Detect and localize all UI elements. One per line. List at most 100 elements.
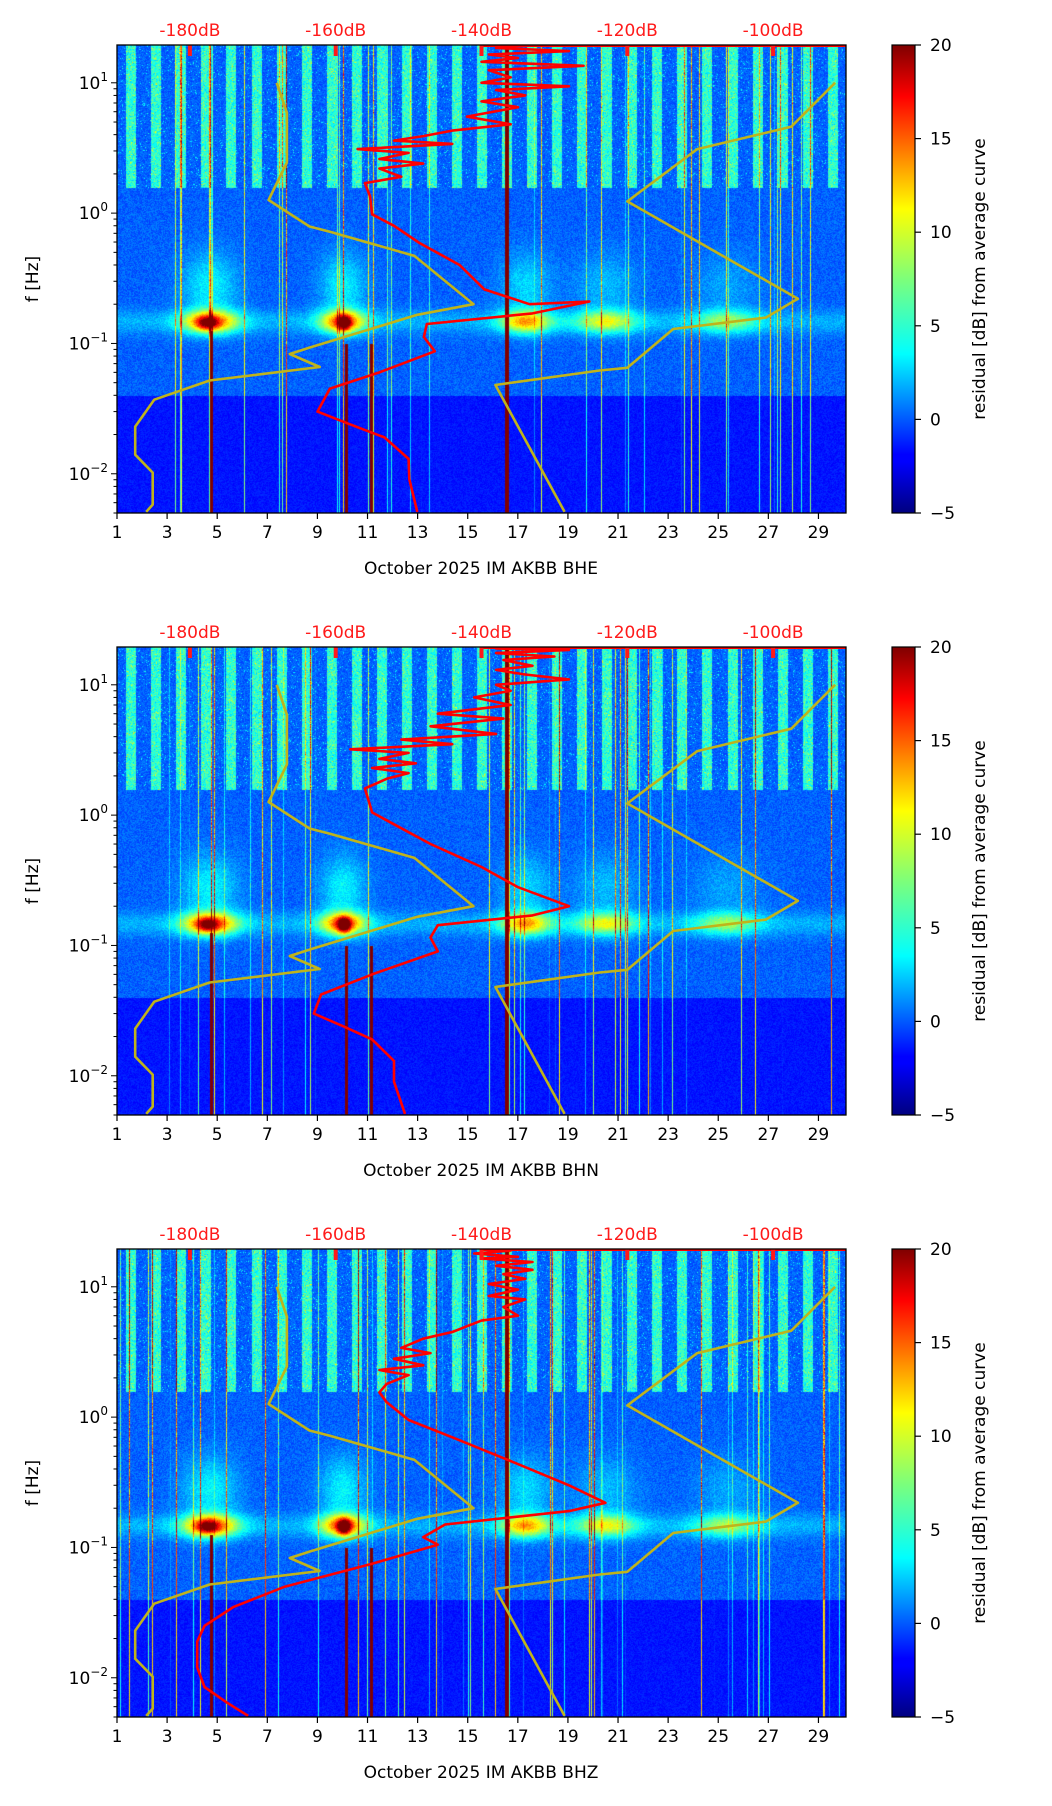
db-tick — [333, 45, 338, 56]
x-axis-title: October 2025 IM AKBB BHN — [363, 1161, 599, 1181]
x-tick-label: 13 — [407, 1125, 429, 1145]
colorbar-tick-label: 5 — [930, 317, 941, 337]
curve-layer — [133, 647, 846, 1115]
x-tick-label: 21 — [607, 523, 629, 543]
colorbar-tick-label: 5 — [930, 1521, 941, 1541]
y-tick-label: 10−1 — [69, 1534, 108, 1558]
mean-psd-curve — [312, 647, 571, 1115]
x-tick-label: 27 — [758, 1125, 780, 1145]
x-tick-label: 15 — [457, 1125, 479, 1145]
colorbar-tick-label: 10 — [930, 825, 952, 845]
colorbar-tick-label: 10 — [930, 1427, 952, 1447]
colorbar-tick-label: 15 — [930, 1334, 952, 1354]
colorbar-tick-label: 15 — [930, 732, 952, 752]
y-axis: 101 100 10−1 10−2 — [69, 70, 117, 514]
colorbar-tick-label: −5 — [930, 1708, 955, 1728]
db-tick-label: -160dB — [305, 1225, 366, 1245]
colorbar-tick-label: 0 — [930, 1614, 941, 1634]
db-tick — [333, 1249, 338, 1260]
db-tick — [771, 45, 776, 56]
colorbar-tick-label: 0 — [930, 410, 941, 430]
db-tick — [479, 1249, 484, 1260]
colorbar-ticks: 20 15 10 5 0 −5 — [915, 1240, 955, 1728]
y-tick-label: 10−2 — [69, 461, 108, 485]
x-tick-label: 7 — [262, 523, 273, 543]
x-tick-label: 1 — [112, 1727, 123, 1747]
chart-overlay: -180dB -160dB -140dB -120dB -100dB 1 3 5 7 9 11 13… — [23, 1225, 990, 1783]
y-tick-label: 100 — [79, 1404, 108, 1428]
x-tick-label: 9 — [312, 1727, 323, 1747]
colorbar — [891, 44, 916, 514]
x-tick-label: 15 — [457, 1727, 479, 1747]
colorbar-tick-label: 20 — [930, 1240, 952, 1260]
y-tick-label: 10−1 — [69, 932, 108, 956]
y-tick-label: 101 — [79, 1274, 108, 1298]
db-tick-label: -100dB — [743, 1225, 804, 1245]
colorbar — [891, 646, 916, 1116]
x-tick-label: 23 — [657, 1727, 679, 1747]
nhnm-curve — [494, 683, 837, 1115]
db-tick-label: -160dB — [305, 21, 366, 41]
y-axis-title: f [Hz] — [23, 858, 43, 904]
x-tick-label: 15 — [457, 523, 479, 543]
x-tick-label: 25 — [707, 1727, 729, 1747]
mean-psd-curve — [195, 1249, 607, 1717]
db-top-axis: -180dB -160dB -140dB -120dB -100dB — [159, 623, 804, 658]
db-tick — [187, 647, 192, 658]
x-tick-label: 17 — [507, 523, 529, 543]
x-tick-label: 25 — [707, 523, 729, 543]
plot-frame — [116, 1248, 847, 1718]
db-tick-label: -120dB — [597, 21, 658, 41]
spectrogram-panel-bhe: -180dB -160dB -140dB -120dB -100dB 1 3 5 7 9 11 13… — [0, 0, 1052, 602]
x-tick-label: 21 — [607, 1125, 629, 1145]
nhnm-curve — [494, 1285, 837, 1717]
x-tick-label: 29 — [808, 523, 830, 543]
db-tick — [333, 647, 338, 658]
y-tick-label: 10−2 — [69, 1665, 108, 1689]
db-tick — [187, 1249, 192, 1260]
curve-layer — [133, 45, 846, 513]
db-tick-label: -140dB — [451, 1225, 512, 1245]
curve-layer — [133, 1249, 846, 1717]
nlnm-curve — [133, 1286, 475, 1717]
colorbar-tick-label: 15 — [930, 130, 952, 150]
x-tick-label: 21 — [607, 1727, 629, 1747]
colorbar-ticks: 20 15 10 5 0 −5 — [915, 638, 955, 1126]
spectrogram-image — [117, 45, 846, 513]
x-tick-label: 5 — [212, 523, 223, 543]
x-tick-label: 13 — [407, 523, 429, 543]
x-tick-label: 5 — [212, 1125, 223, 1145]
colorbar-tick-label: −5 — [930, 1106, 955, 1126]
x-tick-label: 19 — [557, 1727, 579, 1747]
x-tick-label: 19 — [557, 1125, 579, 1145]
x-tick-label: 3 — [162, 1727, 173, 1747]
db-tick — [771, 647, 776, 658]
x-tick-label: 3 — [162, 523, 173, 543]
mean-psd-curve — [316, 45, 591, 513]
x-axis: 1 3 5 7 9 11 13 15 17 19 21 23 25 27 29 — [112, 513, 830, 543]
colorbar-tick-label: 5 — [930, 919, 941, 939]
y-axis-title: f [Hz] — [23, 256, 43, 302]
colorbar-tick-label: 0 — [930, 1012, 941, 1032]
db-tick-label: -180dB — [159, 1225, 220, 1245]
db-top-axis: -180dB -160dB -140dB -120dB -100dB — [159, 1225, 804, 1260]
x-tick-label: 17 — [507, 1125, 529, 1145]
db-tick — [625, 1249, 630, 1260]
colorbar-tick-label: 20 — [930, 638, 952, 658]
colorbar-label: residual [dB] from average curve — [970, 1342, 990, 1623]
db-tick-label: -120dB — [597, 1225, 658, 1245]
nlnm-curve — [133, 684, 475, 1115]
x-tick-label: 7 — [262, 1125, 273, 1145]
nhnm-curve — [494, 81, 837, 513]
x-axis: 1 3 5 7 9 11 13 15 17 19 21 23 25 27 29 — [112, 1717, 829, 1747]
x-tick-label: 11 — [357, 1727, 379, 1747]
y-tick-label: 100 — [79, 200, 108, 224]
db-tick-label: -140dB — [451, 21, 512, 41]
db-tick — [479, 45, 484, 56]
spectrogram-panel-bhz: -180dB -160dB -140dB -120dB -100dB 1 3 5 7 9 11 13… — [0, 1204, 1052, 1806]
db-tick — [625, 647, 630, 658]
colorbar-tick-label: −5 — [930, 504, 955, 524]
y-tick-label: 101 — [79, 70, 108, 94]
spectrogram-panel-bhn: -180dB -160dB -140dB -120dB -100dB 1 3 5 7 9 11 13… — [0, 602, 1052, 1204]
db-tick — [187, 45, 192, 56]
